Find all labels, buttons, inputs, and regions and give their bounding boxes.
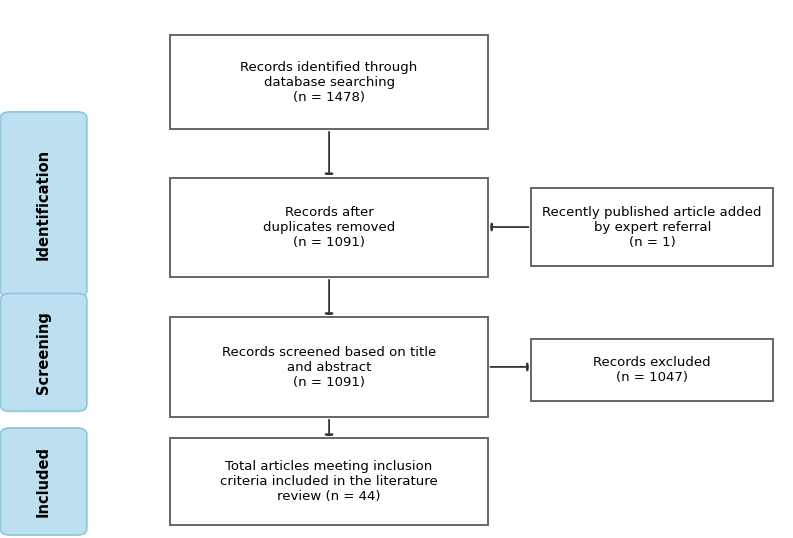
FancyBboxPatch shape: [170, 35, 488, 129]
Text: Total articles meeting inclusion
criteria included in the literature
review (n =: Total articles meeting inclusion criteri…: [220, 460, 438, 503]
Text: Records screened based on title
and abstract
(n = 1091): Records screened based on title and abst…: [222, 346, 436, 388]
Text: Records excluded
(n = 1047): Records excluded (n = 1047): [593, 356, 711, 384]
FancyBboxPatch shape: [531, 188, 773, 266]
Text: Identification: Identification: [36, 149, 51, 260]
FancyBboxPatch shape: [0, 112, 87, 297]
FancyBboxPatch shape: [170, 438, 488, 525]
Text: Records after
duplicates removed
(n = 1091): Records after duplicates removed (n = 10…: [263, 206, 395, 249]
FancyBboxPatch shape: [0, 428, 87, 535]
FancyBboxPatch shape: [531, 339, 773, 401]
FancyBboxPatch shape: [0, 294, 87, 412]
Text: Recently published article added
by expert referral
(n = 1): Recently published article added by expe…: [542, 206, 762, 249]
FancyBboxPatch shape: [170, 178, 488, 277]
Text: Included: Included: [36, 446, 51, 517]
Text: Records identified through
database searching
(n = 1478): Records identified through database sear…: [240, 61, 418, 103]
Text: Screening: Screening: [36, 311, 51, 394]
FancyBboxPatch shape: [170, 317, 488, 417]
